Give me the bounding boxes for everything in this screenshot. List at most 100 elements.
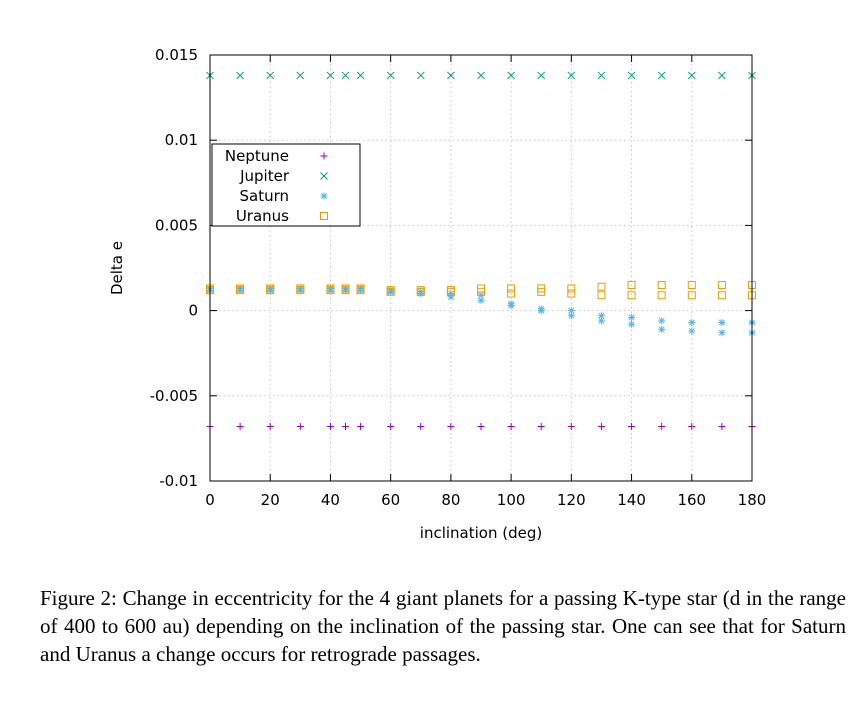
data-point-saturn [567, 312, 575, 320]
data-point-neptune [296, 422, 304, 430]
data-point-neptune [688, 422, 696, 430]
data-point-jupiter [386, 71, 395, 80]
data-point-saturn [387, 286, 395, 294]
data-point-uranus [657, 291, 666, 300]
data-point-jupiter [477, 71, 485, 80]
data-point-jupiter [356, 71, 365, 80]
data-point-saturn [658, 317, 666, 325]
data-point-jupiter [296, 71, 305, 80]
data-point-jupiter [687, 71, 696, 80]
data-point-saturn [296, 284, 304, 292]
data-point-uranus [266, 284, 275, 293]
data-point-uranus [597, 291, 606, 300]
data-point-neptune [387, 422, 395, 430]
data-point-jupiter [326, 71, 335, 80]
data-point-neptune [718, 422, 726, 430]
x-tick-label: 180 [738, 491, 767, 509]
x-tick-label: 20 [261, 491, 280, 509]
series-jupiter [206, 71, 756, 80]
data-point-neptune [447, 422, 455, 430]
data-point-neptune [537, 422, 545, 430]
data-point-saturn [567, 307, 575, 315]
legend-box [211, 143, 361, 227]
data-point-jupiter [447, 71, 455, 80]
data-point-uranus [687, 281, 696, 290]
data-point-saturn [597, 312, 605, 320]
data-point-neptune [342, 422, 349, 430]
legend-marker-saturn [320, 192, 328, 200]
legend-marker-neptune [320, 152, 328, 160]
data-point-jupiter [718, 71, 726, 80]
legend-marker-uranus [320, 212, 328, 220]
x-tick-label: 120 [557, 491, 586, 509]
x-tick-label: 160 [677, 491, 706, 509]
x-tick-label: 0 [205, 491, 215, 509]
data-point-uranus [326, 284, 335, 293]
axis-ticks: 0 20 40 60 80 100 120 140 160 180 -0.01 -0.005 0 0.00… [150, 46, 767, 509]
x-tick-label: 40 [321, 491, 340, 509]
series-neptune [206, 422, 756, 430]
data-point-saturn [266, 284, 274, 292]
legend-label: Saturn [239, 187, 289, 205]
data-point-jupiter [627, 71, 636, 80]
legend: Neptune Jupiter Saturn Uranus [211, 143, 361, 227]
data-point-uranus [356, 284, 365, 293]
data-point-saturn [688, 327, 696, 335]
data-point-uranus [236, 284, 245, 293]
data-point-uranus [446, 286, 455, 295]
grid [210, 55, 752, 481]
data-point-neptune [417, 422, 425, 430]
data-point-saturn [507, 300, 515, 308]
data-point-uranus [537, 284, 546, 293]
data-point-saturn [537, 305, 545, 313]
data-point-neptune [567, 422, 575, 430]
data-point-uranus [341, 284, 350, 293]
data-point-saturn [357, 284, 365, 292]
data-point-uranus [567, 284, 576, 293]
data-point-jupiter [537, 71, 546, 80]
legend-label: Jupiter [239, 167, 290, 185]
legend-label: Neptune [225, 147, 289, 165]
y-tick-label: 0.005 [155, 216, 198, 234]
data-point-uranus [567, 289, 576, 298]
scatter-chart: 0 20 40 60 80 100 120 140 160 180 -0.01 -0.005 0 0.00… [108, 46, 767, 542]
plot-frame [209, 54, 753, 482]
data-point-uranus [296, 284, 305, 293]
data-point-uranus [477, 284, 485, 293]
data-point-neptune [326, 422, 334, 430]
data-point-neptune [628, 422, 636, 430]
data-point-jupiter [341, 71, 350, 80]
data-point-saturn [628, 313, 636, 321]
x-tick-label: 140 [617, 491, 646, 509]
y-tick-label: -0.01 [159, 472, 198, 490]
data-point-jupiter [416, 71, 425, 80]
data-point-neptune [357, 422, 365, 430]
y-axis-label: Delta e [108, 241, 126, 295]
data-point-neptune [597, 422, 605, 430]
data-point-neptune [266, 422, 274, 430]
data-point-saturn [688, 319, 696, 327]
y-tick-label: 0 [188, 302, 198, 320]
data-point-saturn [718, 319, 726, 327]
data-points [206, 71, 756, 430]
data-point-neptune [658, 422, 666, 430]
data-point-uranus [717, 281, 726, 290]
data-point-jupiter [657, 71, 666, 80]
y-tick-label: -0.005 [150, 387, 198, 405]
y-tick-label: 0.01 [165, 131, 198, 149]
data-point-jupiter [266, 71, 275, 80]
x-tick-label: 60 [381, 491, 400, 509]
x-axis-label: inclination (deg) [420, 524, 542, 542]
data-point-saturn [326, 284, 334, 292]
data-point-uranus [386, 286, 395, 295]
data-point-jupiter [567, 71, 576, 80]
data-point-saturn [417, 288, 425, 296]
x-tick-label: 80 [441, 491, 460, 509]
data-point-saturn [236, 284, 244, 292]
data-point-uranus [416, 286, 425, 295]
legend-marker-jupiter [320, 172, 328, 180]
data-point-uranus [597, 282, 606, 291]
data-point-jupiter [507, 71, 515, 80]
data-point-saturn [628, 320, 636, 328]
data-point-uranus [507, 284, 516, 293]
